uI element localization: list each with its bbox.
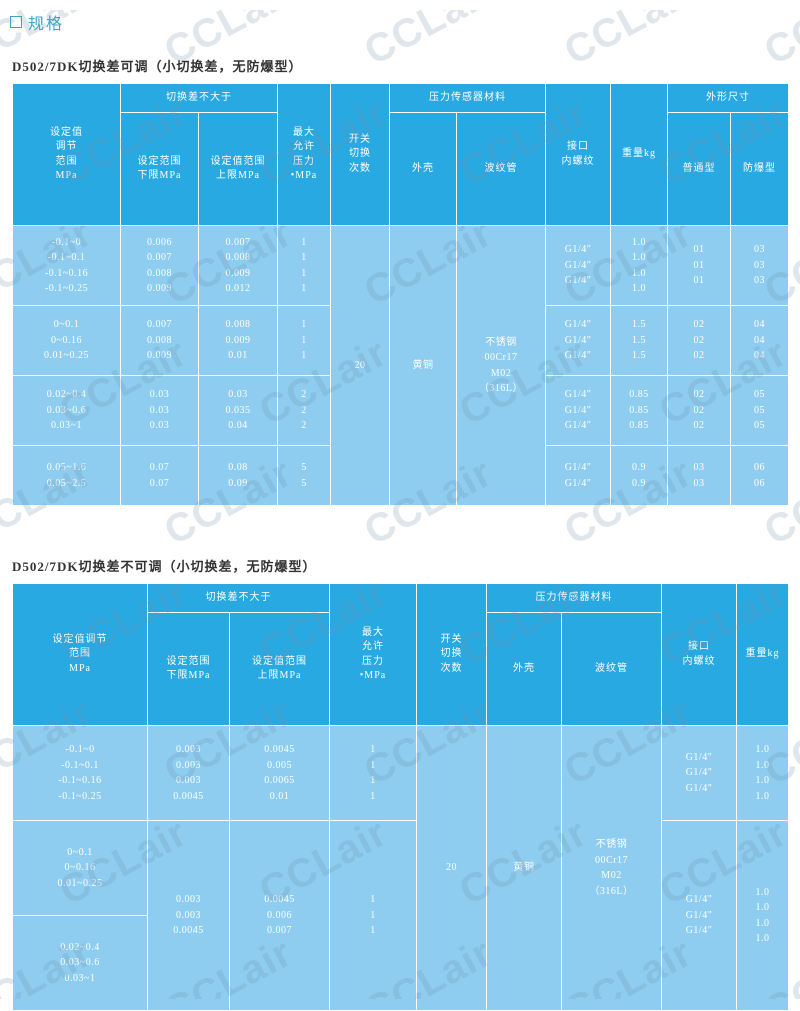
cell-weight: 1.5 1.5 1.5 — [610, 305, 668, 376]
cell-weight: 0.9 0.9 — [610, 445, 668, 506]
cell-lower: 0.003 0.003 0.003 0.0045 — [147, 725, 230, 821]
cell-bellows: 不锈钢 00Cr17 M02 （316L） — [561, 725, 662, 1011]
cell-explosion-proof-type: 05 05 05 — [730, 375, 789, 446]
page-title-text: 规格 — [28, 16, 65, 33]
cell-upper: 0.03 0.035 0.04 — [198, 375, 278, 446]
cell-port-thread: G1/4" G1/4" G1/4" — [545, 225, 611, 306]
table1-header-sub-row: 设定范围 下限MPa 设定值范围 上限MPa 外壳 波纹管 普通型 防爆型 — [13, 112, 789, 226]
cell-weight: 1.0 1.0 1.0 1.0 — [610, 225, 668, 306]
table-row: 0~0.1 0~0.16 0.01~0.25 0.003 0.003 0.004… — [12, 820, 789, 1011]
cell-lower: 0.003 0.003 0.0045 — [147, 820, 230, 1011]
table2-title: D502/7DK切换差不可调（小切换差，无防爆型） — [12, 559, 317, 574]
th-switch-count: 开关 切换 次数 — [330, 83, 390, 226]
cell-upper: 0.007 0.008 0.009 0.012 — [198, 225, 278, 306]
cell-max-pressure: 1 1 1 — [277, 305, 331, 376]
th-switch-diff-group: 切换差不大于 — [147, 583, 330, 613]
cell-port-thread: G1/4" G1/4" — [545, 445, 611, 506]
cell-port-thread: G1/4" G1/4" G1/4" — [545, 305, 611, 376]
th-switch-diff-group: 切换差不大于 — [120, 83, 278, 113]
th-port-thread: 接口 内螺纹 — [661, 583, 737, 726]
cell-max-pressure: 2 2 2 — [277, 375, 331, 446]
cell-upper: 0.0045 0.006 0.007 — [229, 820, 330, 1011]
cell-max-pressure: 5 5 — [277, 445, 331, 506]
th-sensor-material-group: 压力传感器材料 — [389, 83, 546, 113]
square-bullet-icon — [10, 16, 22, 28]
cell-set-range: -0.1~0 -0.1~0.1 -0.1~0.16 -0.1~0.25 — [12, 225, 121, 306]
th-normal-type: 普通型 — [667, 112, 731, 226]
th-explosion-proof-type: 防爆型 — [730, 112, 789, 226]
cell-set-range: 0~0.1 0~0.16 0.01~0.25 — [12, 820, 148, 916]
cell-upper: 0.0045 0.005 0.0065 0.01 — [229, 725, 330, 821]
th-dimension-group: 外形尺寸 — [667, 83, 789, 113]
th-max-pressure: 最大 允许 压力 •MPa — [277, 83, 331, 226]
table-row: 0.05~1.6 0.05~2.5 0.07 0.07 0.08 0.09 5 … — [12, 445, 789, 506]
cell-explosion-proof-type: 03 03 03 — [730, 225, 789, 306]
table-nonadjustable-switching-difference: 设定值调节 范围 MPa 切换差不大于 最大 允许 压力 •MPa 开关 切换 … — [12, 583, 789, 1011]
cell-lower: 0.07 0.07 — [120, 445, 199, 506]
cell-max-pressure: 1 1 1 1 — [329, 725, 417, 821]
cell-normal-type: 02 02 02 — [667, 305, 731, 376]
cell-port-thread: G1/4" G1/4" G1/4" — [661, 725, 737, 821]
th-set-range-lower: 设定范围 下限MPa — [120, 112, 199, 226]
th-set-range: 设定值调节 范围 MPa — [12, 583, 148, 726]
cell-upper: 0.08 0.09 — [198, 445, 278, 506]
cell-weight: 0.85 0.85 0.85 — [610, 375, 668, 446]
th-port-thread: 接口 内螺纹 — [545, 83, 611, 226]
table-row: -0.1~0 -0.1~0.1 -0.1~0.16 -0.1~0.25 0.00… — [12, 225, 789, 506]
th-bellows: 波纹管 — [561, 612, 662, 726]
th-max-pressure: 最大 允许 压力 •MPa — [329, 583, 417, 726]
cell-set-range: 0.05~1.6 0.05~2.5 — [12, 445, 121, 506]
cell-lower: 0.007 0.008 0.009 — [120, 305, 199, 376]
table-adjustable-switching-difference: 设定值 调节 范围 MPa 切换差不大于 最大 允许 压力 •MPa 开关 切换… — [12, 83, 789, 506]
table2-header-group-row: 设定值调节 范围 MPa 切换差不大于 最大 允许 压力 •MPa 开关 切换 … — [12, 583, 789, 726]
cell-lower: 0.03 0.03 0.03 — [120, 375, 199, 446]
th-set-range-upper: 设定值范围 上限MPa — [198, 112, 278, 226]
cell-switch-count: 20 — [330, 225, 390, 506]
table-row: 0~0.1 0~0.16 0.01~0.25 0.007 0.008 0.009… — [12, 305, 789, 376]
cell-weight: 1.0 1.0 1.0 1.0 — [736, 820, 789, 1011]
cell-upper: 0.008 0.009 0.01 — [198, 305, 278, 376]
table1-header-group-row: 设定值 调节 范围 MPa 切换差不大于 最大 允许 压力 •MPa 开关 切换… — [12, 83, 789, 226]
table2-header-sub-row: 设定范围 下限MPa 设定值范围 上限MPa 外壳 波纹管 — [13, 612, 789, 726]
table2-body: -0.1~0 -0.1~0.1 -0.1~0.16 -0.1~0.25 0.00… — [12, 725, 789, 1011]
section-gap — [0, 506, 800, 534]
page-root: 规格 D502/7DK切换差可调（小切换差，无防爆型） 设定值 调节 范围 MP… — [0, 10, 800, 1011]
th-bellows: 波纹管 — [456, 112, 546, 226]
table-row: 0.02~0.4 0.03~0.6 0.03~1 0.03 0.03 0.03 … — [12, 375, 789, 446]
cell-shell: 黄铜 — [486, 725, 562, 1011]
th-sensor-material-group: 压力传感器材料 — [486, 583, 662, 613]
cell-max-pressure: 1 1 1 1 — [277, 225, 331, 306]
cell-weight: 1.0 1.0 1.0 1.0 — [736, 725, 789, 821]
cell-explosion-proof-type: 06 06 — [730, 445, 789, 506]
th-weight: 重量kg — [736, 583, 789, 726]
cell-normal-type: 02 02 02 — [667, 375, 731, 446]
cell-normal-type: 03 03 — [667, 445, 731, 506]
th-set-range-upper: 设定值范围 上限MPa — [229, 612, 330, 726]
cell-set-range: 0~0.1 0~0.16 0.01~0.25 — [12, 305, 121, 376]
th-shell: 外壳 — [486, 612, 562, 726]
cell-set-range: -0.1~0 -0.1~0.1 -0.1~0.16 -0.1~0.25 — [12, 725, 148, 821]
cell-port-thread: G1/4" G1/4" G1/4" — [545, 375, 611, 446]
cell-switch-count: 20 — [416, 725, 487, 1011]
cell-port-thread: G1/4" G1/4" G1/4" — [661, 820, 737, 1011]
table2-header: 设定值调节 范围 MPa 切换差不大于 最大 允许 压力 •MPa 开关 切换 … — [12, 583, 789, 726]
cell-lower: 0.006 0.007 0.008 0.009 — [120, 225, 199, 306]
th-weight: 重量kg — [610, 83, 668, 226]
cell-bellows: 不锈钢 00Cr17 M02 （316L） — [456, 225, 546, 506]
cell-normal-type: 01 01 01 — [667, 225, 731, 306]
th-switch-count: 开关 切换 次数 — [416, 583, 487, 726]
th-shell: 外壳 — [389, 112, 457, 226]
cell-explosion-proof-type: 04 04 04 — [730, 305, 789, 376]
th-set-range-lower: 设定范围 下限MPa — [147, 612, 230, 726]
cell-max-pressure: 1 1 1 — [329, 820, 417, 1011]
table1-title: D502/7DK切换差可调（小切换差，无防爆型） — [12, 59, 303, 74]
cell-shell: 黄铜 — [389, 225, 457, 506]
cell-set-range: 0.02~0.4 0.03~0.6 0.03~1 — [12, 375, 121, 446]
table1-body: -0.1~0 -0.1~0.1 -0.1~0.16 -0.1~0.25 0.00… — [12, 225, 789, 506]
th-set-range: 设定值 调节 范围 MPa — [12, 83, 121, 226]
page-title: 规格 — [10, 10, 800, 34]
table-row: -0.1~0 -0.1~0.1 -0.1~0.16 -0.1~0.25 0.00… — [12, 725, 789, 1011]
table1-header: 设定值 调节 范围 MPa 切换差不大于 最大 允许 压力 •MPa 开关 切换… — [12, 83, 789, 226]
cell-set-range-b: 0.02~0.4 0.03~0.6 0.03~1 — [12, 915, 148, 1011]
